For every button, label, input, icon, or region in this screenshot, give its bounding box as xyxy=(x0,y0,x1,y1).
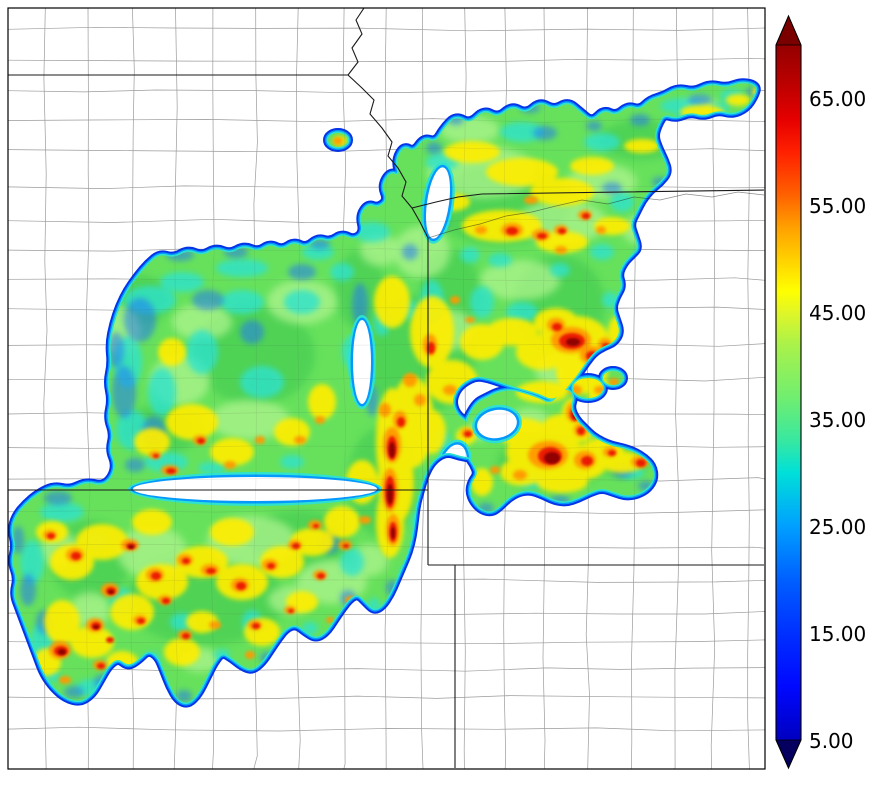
colorbar-tick-45: 45.00 xyxy=(809,301,866,325)
colorbar-tick-labels: 65.00 55.00 45.00 35.00 25.00 15.00 5.00 xyxy=(809,87,866,753)
state-borders xyxy=(8,8,765,768)
plot-frame xyxy=(7,7,766,770)
colorbar-tick-35: 35.00 xyxy=(809,408,866,432)
colorbar-gradient xyxy=(776,45,801,740)
colorbar-under-arrow xyxy=(776,740,801,768)
county-grid-overlay xyxy=(8,8,765,769)
colorbar-tick-25: 25.00 xyxy=(809,515,866,539)
colorbar-over-arrow xyxy=(776,16,801,45)
colorbar-tick-55: 55.00 xyxy=(809,194,866,218)
colorbar-tick-15: 15.00 xyxy=(809,622,866,646)
colorbar-tick-65: 65.00 xyxy=(809,87,866,111)
colorbar-tick-5: 5.00 xyxy=(809,729,854,753)
